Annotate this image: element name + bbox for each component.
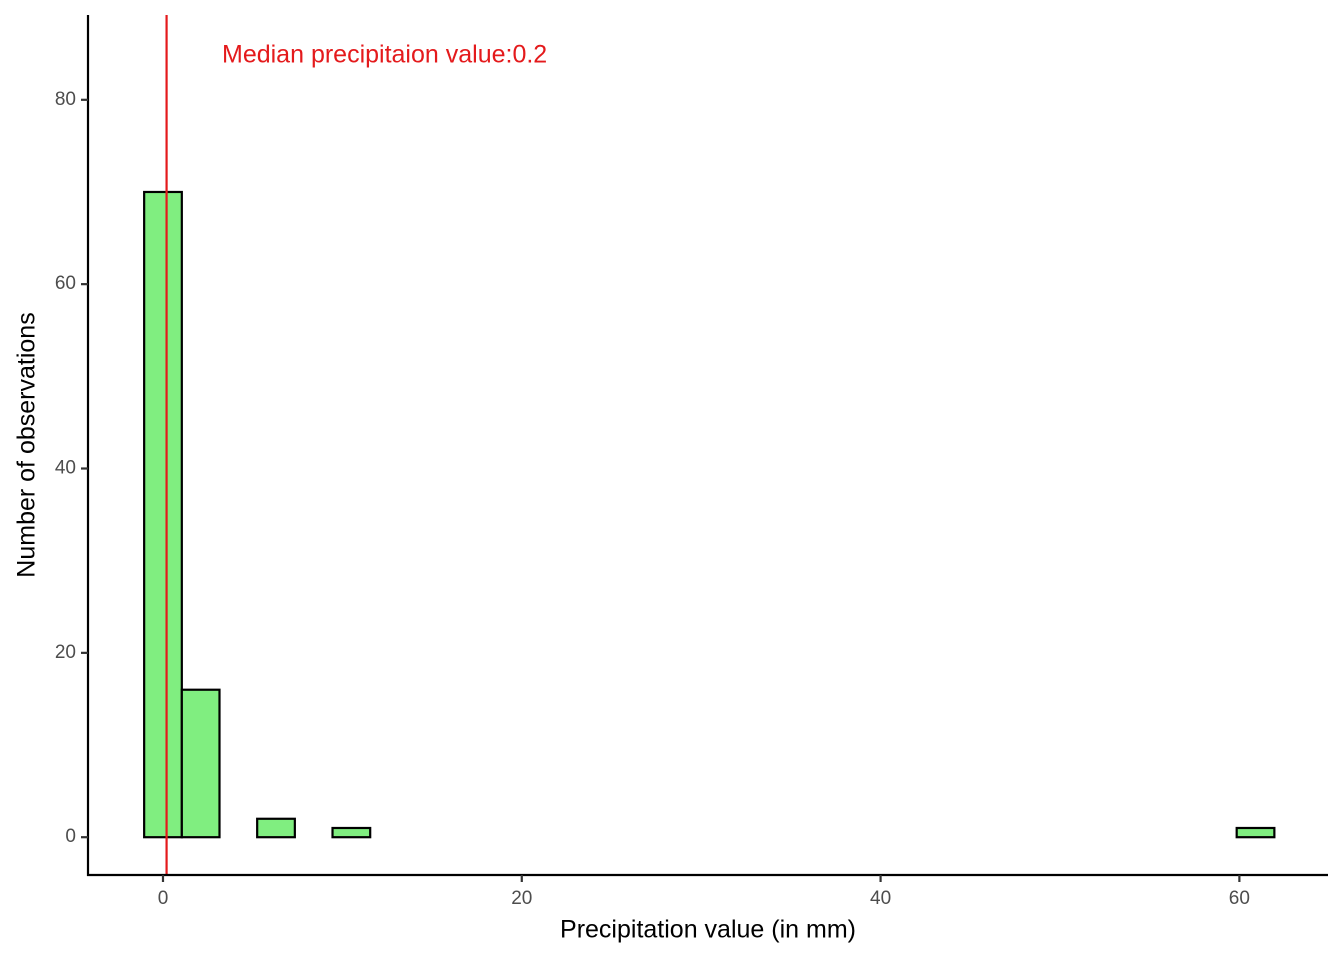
y-tick-label: 40 [55, 458, 76, 479]
y-tick-label: 80 [55, 89, 76, 110]
x-tick-label: 20 [511, 888, 532, 909]
x-tick-label: 0 [158, 888, 169, 909]
annotation: Median precipitaion value:0.2 [222, 41, 547, 69]
y-tick-label: 60 [55, 273, 76, 294]
bar [180, 688, 221, 839]
y-tick-label: 0 [65, 826, 76, 847]
x-axis-title: Precipitation value (in mm) [560, 916, 856, 944]
y-axis-title: Number of observations [13, 312, 41, 577]
bar [143, 190, 183, 839]
bar [256, 817, 296, 839]
y-tick-label: 20 [55, 642, 76, 663]
bar [331, 826, 372, 839]
x-tick-label: 60 [1229, 888, 1250, 909]
bar [1235, 826, 1276, 839]
x-tick-label: 40 [870, 888, 891, 909]
